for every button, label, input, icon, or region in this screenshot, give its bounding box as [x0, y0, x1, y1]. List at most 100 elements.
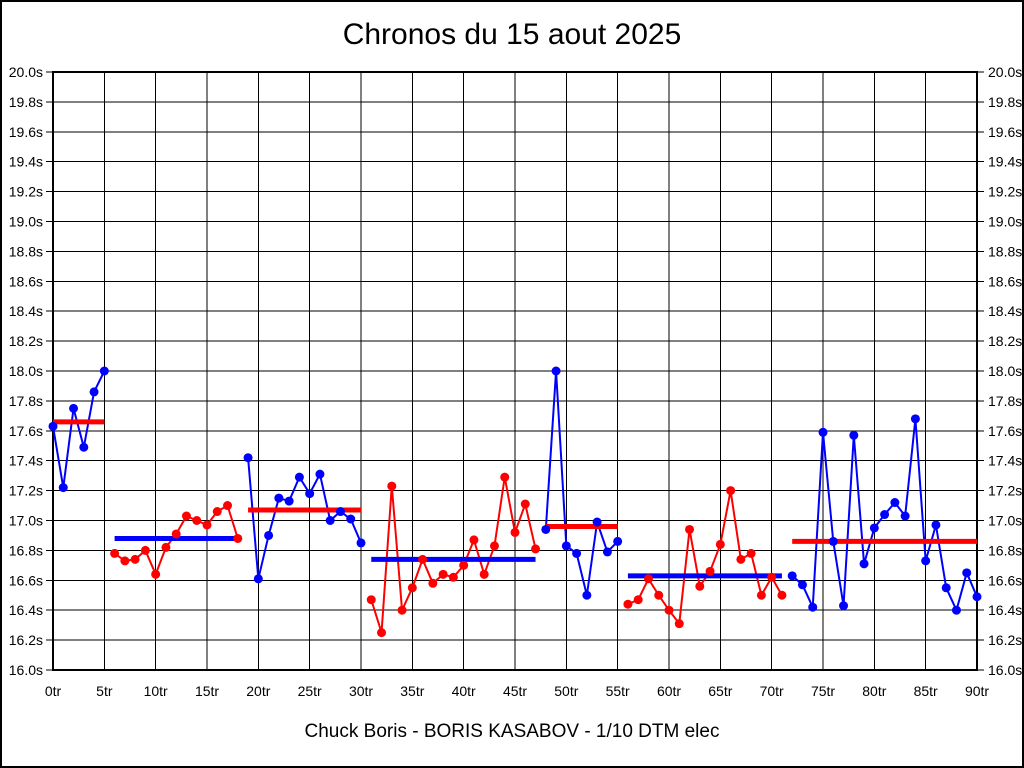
data-point-blue [910, 414, 920, 424]
data-point-red [448, 572, 458, 582]
data-point-red [120, 556, 130, 566]
data-point-red [715, 539, 725, 549]
data-point-red [510, 527, 520, 537]
data-point-red [531, 544, 541, 554]
data-point-red [520, 499, 530, 509]
y-tick-label-right: 16.8s [988, 542, 1022, 558]
data-point-red [438, 569, 448, 579]
data-point-red [623, 599, 633, 609]
data-point-red [705, 566, 715, 576]
x-tick-label: 35tr [400, 683, 424, 699]
data-point-blue [284, 496, 294, 506]
y-tick-label-left: 18.2s [9, 333, 43, 349]
data-point-blue [921, 556, 931, 566]
y-tick-label-right: 19.4s [988, 154, 1022, 170]
x-tick-label: 25tr [298, 683, 322, 699]
y-tick-label-right: 19.0s [988, 214, 1022, 230]
data-point-blue [541, 524, 551, 534]
data-point-blue [869, 523, 879, 533]
y-tick-label-right: 18.8s [988, 243, 1022, 259]
data-point-red [500, 472, 510, 482]
data-point-blue [551, 366, 561, 376]
y-tick-label-left: 20.0s [9, 64, 43, 80]
y-tick-label-left: 19.6s [9, 124, 43, 140]
data-point-blue [859, 559, 869, 569]
x-tick-label: 70tr [760, 683, 784, 699]
y-tick-label-right: 17.4s [988, 453, 1022, 469]
data-point-blue [962, 568, 972, 578]
data-point-blue [582, 590, 592, 600]
y-tick-label-left: 17.4s [9, 453, 43, 469]
y-tick-label-right: 16.0s [988, 662, 1022, 678]
data-point-blue [99, 366, 109, 376]
data-point-blue [561, 541, 571, 551]
x-tick-label: 80tr [862, 683, 886, 699]
data-point-red [418, 554, 428, 564]
y-tick-label-right: 17.0s [988, 513, 1022, 529]
y-tick-label-right: 16.4s [988, 602, 1022, 618]
data-point-red [428, 578, 438, 588]
y-tick-label-right: 16.6s [988, 572, 1022, 588]
y-tick-label-left: 16.0s [9, 662, 43, 678]
y-tick-label-right: 19.2s [988, 184, 1022, 200]
data-point-blue [797, 580, 807, 590]
data-point-blue [828, 536, 838, 546]
data-point-red [654, 590, 664, 600]
data-point-blue [592, 517, 602, 527]
y-tick-label-left: 18.6s [9, 273, 43, 289]
x-tick-label: 85tr [914, 683, 938, 699]
stint-line-red [370, 476, 537, 633]
data-point-blue [931, 520, 941, 530]
data-point-blue [264, 530, 274, 540]
plot-border [52, 71, 978, 671]
x-tick-label: 5tr [96, 683, 113, 699]
x-tick-label: 60tr [657, 683, 681, 699]
x-tick-label: 0tr [45, 683, 62, 699]
data-point-blue [253, 574, 263, 584]
data-point-blue [89, 387, 99, 397]
x-tick-label: 15tr [195, 683, 219, 699]
data-point-red [223, 501, 233, 511]
y-tick-label-right: 18.0s [988, 363, 1022, 379]
y-tick-label-right: 18.6s [988, 273, 1022, 289]
data-point-red [756, 590, 766, 600]
data-point-red [695, 581, 705, 591]
data-point-red [459, 560, 469, 570]
data-point-blue [243, 453, 253, 463]
data-point-blue [315, 469, 325, 479]
data-point-blue [808, 602, 818, 612]
stint-line-blue [247, 457, 362, 580]
data-point-blue [79, 442, 89, 452]
stint-line-blue [544, 370, 619, 596]
y-tick-label-right: 18.4s [988, 303, 1022, 319]
data-point-blue [335, 507, 345, 517]
y-tick-label-left: 17.0s [9, 513, 43, 529]
y-tick-label-left: 19.0s [9, 214, 43, 230]
data-point-blue [305, 489, 315, 499]
data-point-red [489, 541, 499, 551]
data-point-red [736, 554, 746, 564]
data-point-red [192, 516, 202, 525]
data-point-red [397, 605, 407, 615]
data-point-red [777, 590, 787, 600]
data-point-blue [951, 605, 961, 615]
data-point-blue [572, 548, 582, 558]
data-point-blue [48, 421, 58, 431]
y-tick-label-left: 19.4s [9, 154, 43, 170]
data-point-red [767, 572, 777, 582]
chart-footer: Chuck Boris - BORIS KASABOV - 1/10 DTM e… [304, 721, 720, 742]
data-point-blue [972, 592, 982, 602]
data-point-red [746, 548, 756, 558]
data-point-red [151, 569, 161, 579]
data-point-blue [613, 536, 623, 546]
data-point-red [171, 529, 181, 539]
data-point-red [181, 511, 191, 521]
data-point-blue [890, 498, 900, 508]
x-tick-label: 45tr [503, 683, 527, 699]
data-point-blue [356, 538, 366, 548]
data-point-red [212, 507, 222, 517]
data-point-blue [346, 514, 356, 524]
data-point-blue [818, 427, 828, 437]
x-tick-label: 40tr [452, 683, 476, 699]
